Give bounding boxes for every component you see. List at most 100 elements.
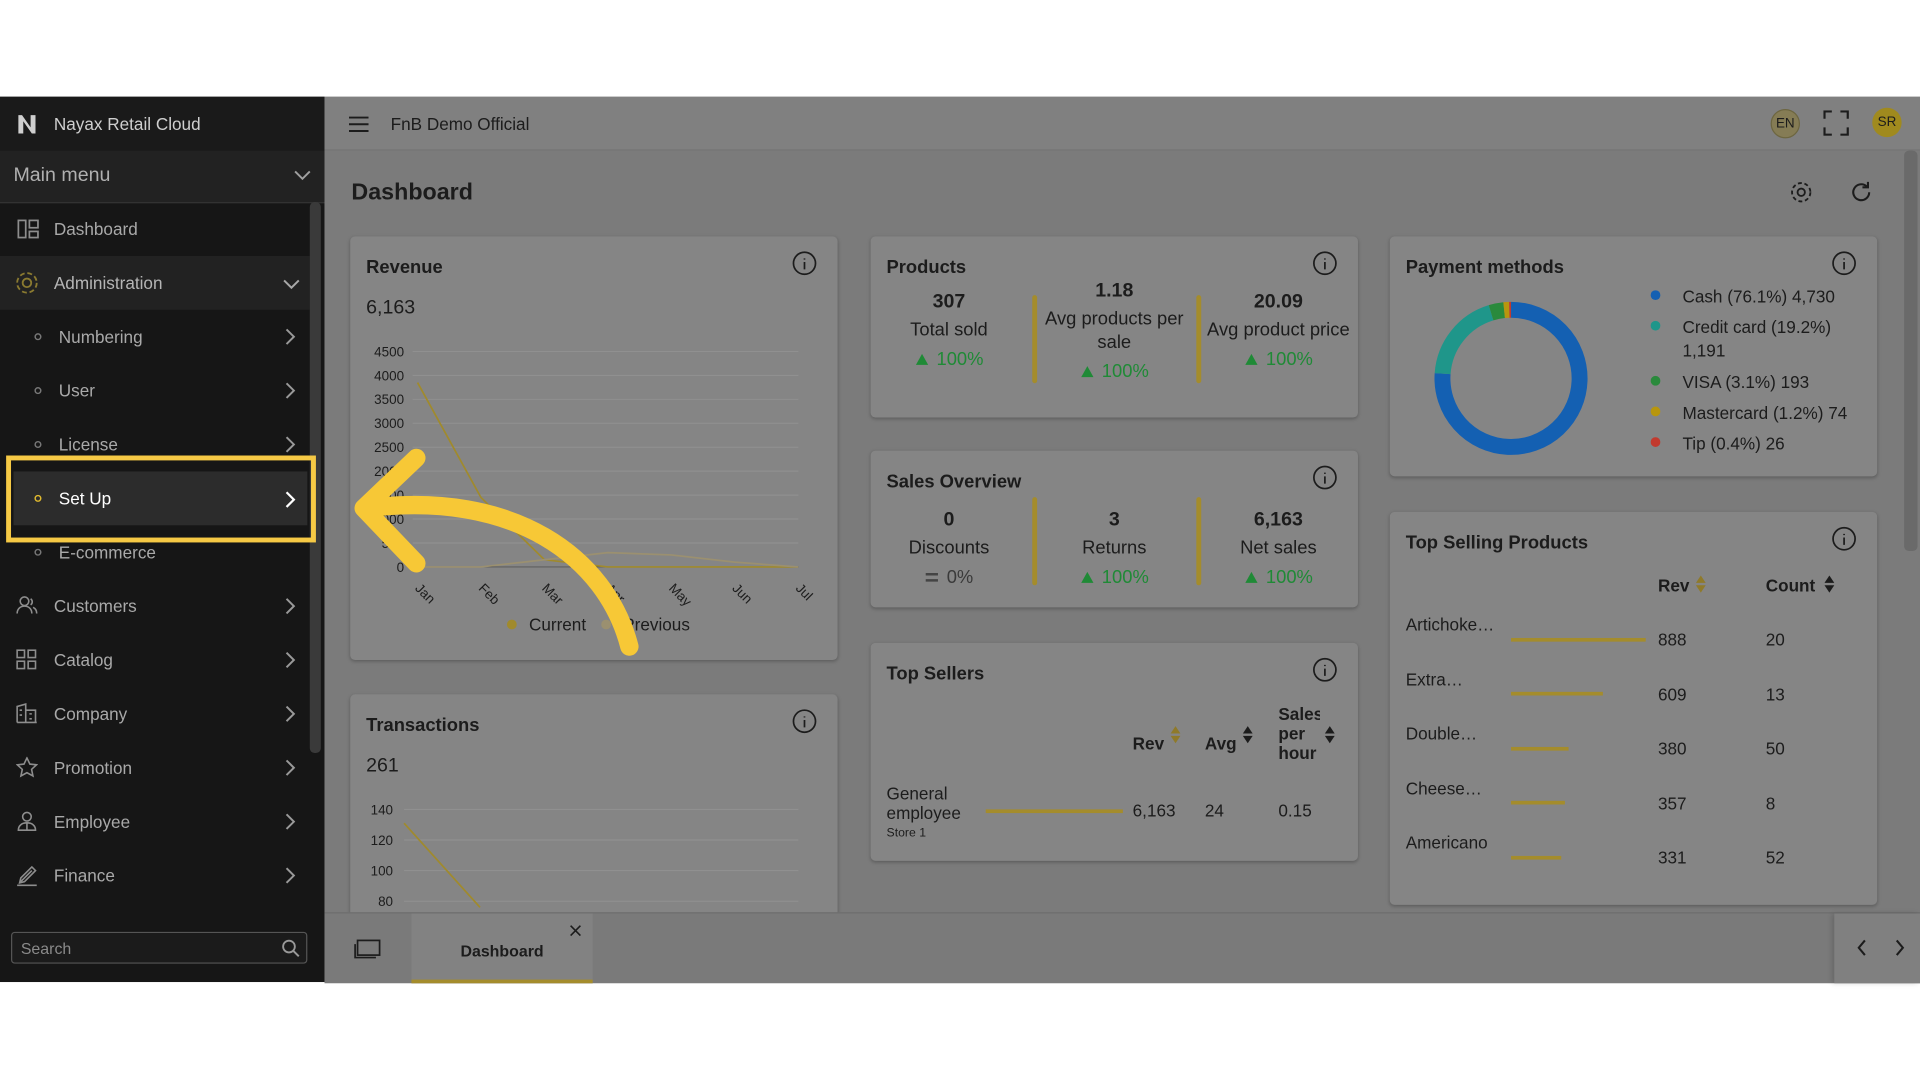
main-menu-label: Main menu [13,165,111,187]
product-rev: 357 [1657,793,1687,813]
y-tick-label: 100 [371,864,393,879]
info-icons [792,251,1856,734]
column-header[interactable]: Sales per hour [1278,704,1320,763]
menu-item-highlighted[interactable]: Set Up [13,471,308,526]
seller-sales-per-hour: 0.15 [1278,800,1312,821]
menu-label: Finance [53,865,115,886]
column-header[interactable]: Count [1765,575,1816,596]
stat-change: 100% [1244,567,1313,588]
menu-item[interactable]: Company [0,687,310,741]
icon [17,811,37,831]
hamburger[interactable] [348,116,369,132]
legend-dot [506,619,517,630]
seller-name: General employee [886,783,961,823]
bullet [34,548,42,556]
menu-item[interactable]: Promotion [0,741,310,795]
stat: 1.18 Avg products per sale 100% [1035,274,1194,387]
tab-close[interactable] [569,924,581,937]
main-menu-toggle[interactable]: Main menu [0,150,325,204]
transactions-card: Transactions 261 [350,694,838,940]
card-title: Transactions [366,715,480,736]
product-count: 13 [1765,683,1785,704]
content-scrollbar[interactable] [1904,150,1918,552]
settings[interactable] [1789,180,1813,204]
search-icon [282,939,300,958]
stat: 0 Discounts 0% [869,492,1028,605]
stat-change: 100% [914,349,983,370]
logo [18,115,36,134]
icon [16,272,38,294]
card-total: 6,163 [366,297,416,319]
card-title: Revenue [366,257,443,278]
tabs-icon[interactable] [354,939,381,959]
data-line [403,822,481,908]
submenu-item[interactable]: E-commerce [0,525,310,579]
menu-label: Dashboard [53,219,138,239]
stat-value: 3 [1108,509,1120,531]
stat: 307 Total sold 100% [869,274,1028,387]
legend-dot [1650,406,1661,417]
change-value: 100% [1265,348,1313,370]
menu-label: User [58,380,95,401]
user-avatar[interactable]: SR [1872,107,1902,138]
submenu-item[interactable]: Numbering [0,310,310,364]
refresh[interactable] [1849,180,1873,204]
menu-item[interactable]: Catalog [0,633,310,687]
product-name: Double… [1405,723,1478,744]
search-box[interactable]: Search [11,931,308,964]
chevron [285,598,296,615]
stat-value: 307 [932,291,966,313]
donut-segment [1434,305,1494,375]
column-header[interactable]: Rev [1657,575,1690,596]
menu-label: Employee [53,811,131,832]
menu-item[interactable]: Finance [0,849,310,903]
y-tick-label: 3500 [374,392,404,407]
sort-icon [1324,726,1335,744]
legend-dot [601,619,612,630]
legend-dot [1650,320,1661,331]
submenu-item[interactable]: User [0,364,310,418]
revenue-bar [1511,746,1569,751]
y-tick-label: 4000 [374,368,404,383]
chevron [285,651,296,669]
trend-up-icon [1080,365,1094,377]
stat-label: Avg product price [1207,319,1350,341]
submenu-item[interactable]: License [0,418,310,472]
menu-label: Administration [53,273,163,293]
seller-store: Store 1 [886,826,927,840]
column-header[interactable]: Avg [1204,733,1237,754]
y-tick-label: 0 [397,560,404,575]
data-line [417,551,799,568]
product-count: 20 [1765,629,1785,649]
tab-arrows[interactable] [1856,939,1905,956]
menu-item[interactable]: Administration [0,255,310,310]
revenue-bar [985,808,1123,813]
legend-dot [1650,290,1661,300]
legend-label: Tip (0.4%) 26 [1682,433,1785,454]
chevron [285,328,296,345]
bullet [34,333,42,341]
y-tick-label: 2500 [374,440,404,455]
menu-item[interactable]: Dashboard [0,202,310,256]
column-header[interactable]: Rev [1132,733,1165,754]
trend-flat-icon [925,573,939,582]
sort-icon [1242,726,1253,744]
seller-rev: 6,163 [1132,800,1176,821]
tab[interactable]: Dashboard [411,913,593,984]
fullscreen[interactable] [1823,110,1849,136]
menu-item[interactable]: Customers [0,579,310,633]
trend-up-icon [1245,571,1258,583]
brand-bar: Nayax Retail Cloud [0,96,325,151]
revenue-bar [1511,855,1562,860]
menu-label: Promotion [53,757,133,778]
product-name: Artichoke… [1405,614,1495,635]
menu-item[interactable]: Employee [0,795,310,849]
top-bar: FnB Demo Official EN SR [324,96,1920,151]
legend-label: VISA (3.1%) 193 [1682,372,1810,392]
legend-dot [1650,437,1661,447]
language[interactable]: EN [1770,108,1800,139]
tab-nav [1834,913,1920,984]
donut-segment [1434,301,1588,455]
bullet [34,387,42,395]
